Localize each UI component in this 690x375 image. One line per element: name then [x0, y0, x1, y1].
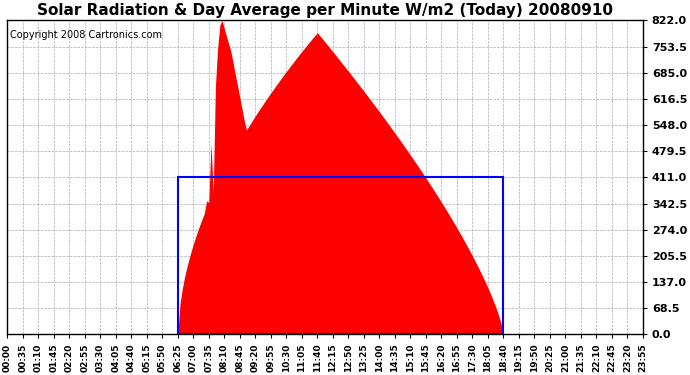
Text: Copyright 2008 Cartronics.com: Copyright 2008 Cartronics.com [10, 30, 162, 40]
Title: Solar Radiation & Day Average per Minute W/m2 (Today) 20080910: Solar Radiation & Day Average per Minute… [37, 3, 613, 18]
Bar [178, 177, 503, 334]
